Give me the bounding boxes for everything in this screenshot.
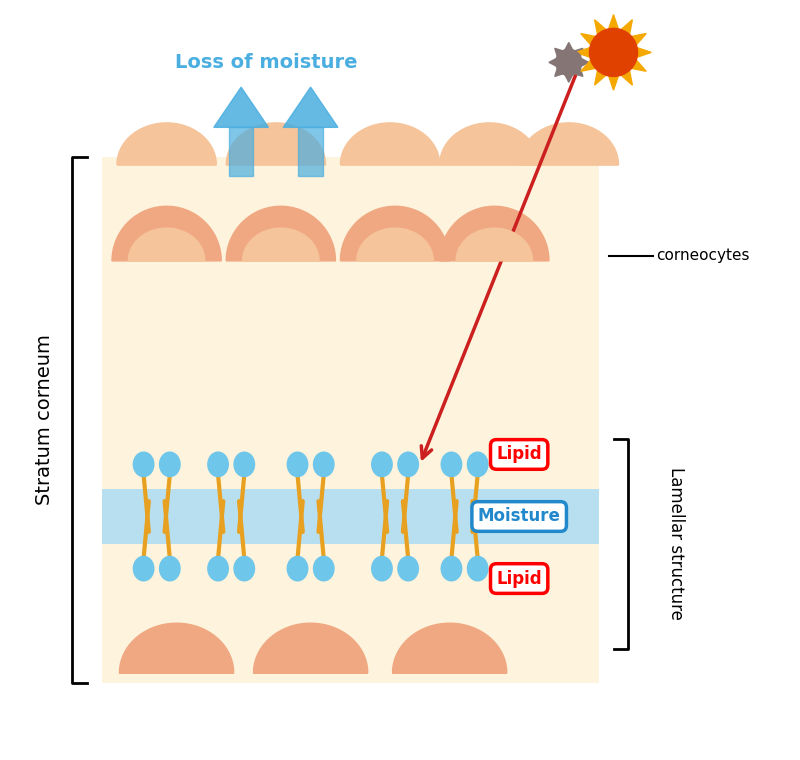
Ellipse shape — [286, 556, 309, 581]
Ellipse shape — [286, 451, 309, 477]
Bar — [102, 489, 598, 544]
Ellipse shape — [466, 556, 489, 581]
Text: Lipid: Lipid — [496, 569, 542, 587]
Ellipse shape — [159, 556, 181, 581]
Polygon shape — [576, 14, 651, 90]
Text: corneocytes: corneocytes — [656, 249, 750, 264]
Circle shape — [556, 49, 582, 75]
Polygon shape — [128, 228, 205, 261]
Text: Lamellar structure: Lamellar structure — [667, 467, 685, 620]
Ellipse shape — [207, 451, 229, 477]
Polygon shape — [440, 123, 539, 165]
Polygon shape — [440, 206, 549, 261]
Polygon shape — [357, 228, 434, 261]
Ellipse shape — [133, 556, 154, 581]
Circle shape — [590, 28, 638, 77]
Ellipse shape — [441, 556, 462, 581]
Polygon shape — [298, 128, 323, 176]
Polygon shape — [456, 228, 533, 261]
Ellipse shape — [159, 451, 181, 477]
Polygon shape — [283, 87, 338, 128]
Ellipse shape — [133, 451, 154, 477]
Ellipse shape — [466, 451, 489, 477]
Polygon shape — [226, 123, 326, 165]
Ellipse shape — [441, 451, 462, 477]
Polygon shape — [229, 128, 254, 176]
Bar — [102, 157, 598, 682]
Text: Stratum corneum: Stratum corneum — [35, 334, 54, 505]
Ellipse shape — [234, 556, 255, 581]
Ellipse shape — [234, 451, 255, 477]
Polygon shape — [214, 87, 269, 128]
Polygon shape — [549, 43, 589, 82]
Text: Loss of moisture: Loss of moisture — [174, 53, 357, 72]
Polygon shape — [112, 206, 222, 261]
Polygon shape — [519, 123, 618, 165]
Polygon shape — [117, 123, 216, 165]
Polygon shape — [341, 206, 450, 261]
Text: Lipid: Lipid — [496, 445, 542, 464]
Ellipse shape — [398, 556, 419, 581]
Polygon shape — [341, 123, 440, 165]
Ellipse shape — [313, 556, 334, 581]
Polygon shape — [393, 623, 506, 673]
Polygon shape — [254, 623, 368, 673]
Ellipse shape — [398, 451, 419, 477]
Ellipse shape — [371, 556, 393, 581]
Polygon shape — [119, 623, 234, 673]
Ellipse shape — [313, 451, 334, 477]
Polygon shape — [242, 228, 319, 261]
Ellipse shape — [207, 556, 229, 581]
Polygon shape — [226, 206, 335, 261]
Ellipse shape — [371, 451, 393, 477]
Text: Moisture: Moisture — [478, 508, 561, 525]
